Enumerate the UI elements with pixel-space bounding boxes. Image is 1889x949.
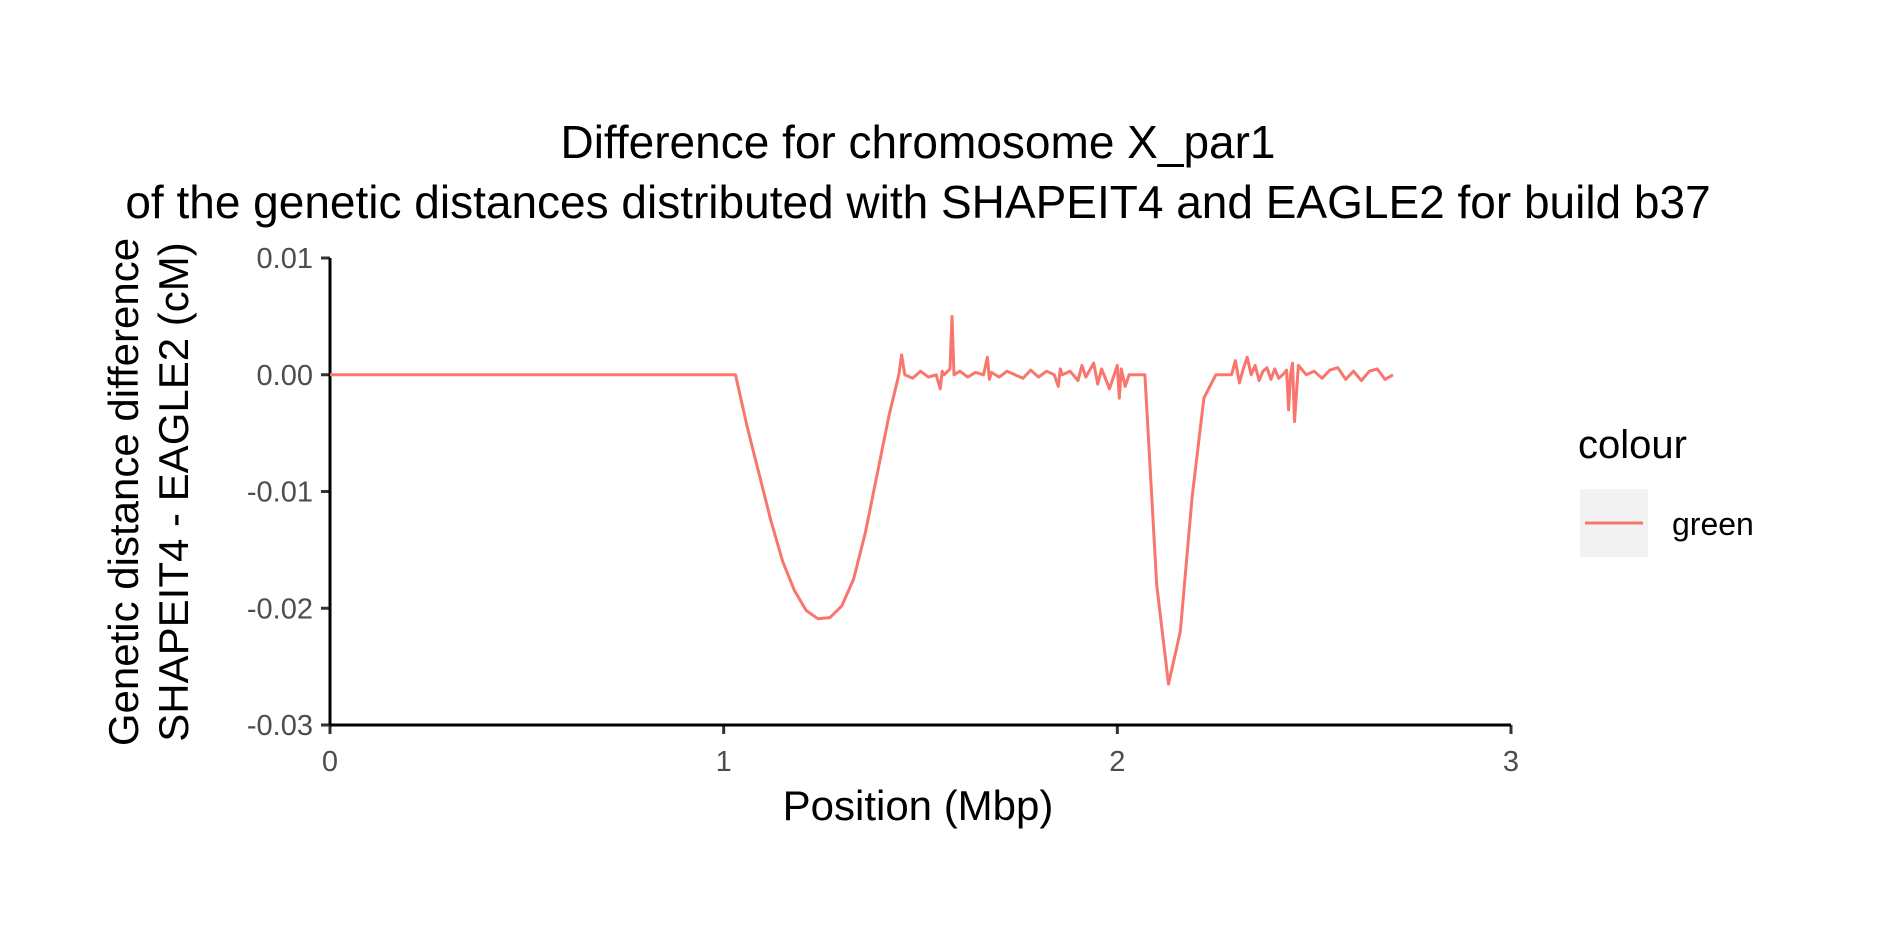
legend-title: colour [1578,423,1687,467]
series-line-green [330,314,1394,686]
x-tick-label: 0 [322,746,338,778]
series-layer [330,314,1394,686]
y-axis-title: Genetic distance difference SHAPEIT4 - E… [100,238,197,746]
x-tick-label: 3 [1503,746,1519,778]
y-tick-label: -0.03 [247,710,313,742]
x-tick-label: 2 [1109,746,1125,778]
y-tick-label: 0.00 [257,360,313,392]
x-ticks: 0 1 2 3 [322,725,1519,778]
y-tick-label: -0.01 [247,477,313,509]
y-tick-label: 0.01 [257,243,313,275]
legend: colour green [1578,423,1754,557]
y-ticks: 0.01 0.00 -0.01 -0.02 -0.03 [247,243,330,742]
x-tick-label: 1 [716,746,732,778]
x-axis-title: Position (Mbp) [783,782,1054,829]
y-tick-label: -0.02 [247,593,313,625]
y-axis-title-line1: Genetic distance difference [100,238,147,746]
legend-entry-label: green [1672,506,1754,542]
chart-subtitle: of the genetic distances distributed wit… [125,176,1710,228]
chart-title: Difference for chromosome X_par1 [560,116,1275,168]
y-axis-title-line2: SHAPEIT4 - EAGLE2 (cM) [150,242,197,741]
